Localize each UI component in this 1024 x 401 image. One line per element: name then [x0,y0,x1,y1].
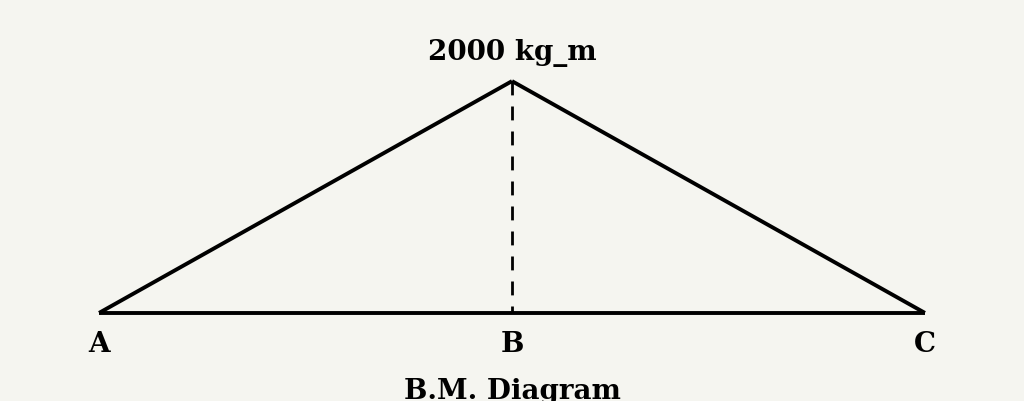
Text: 2000 kg_m: 2000 kg_m [428,39,596,67]
Text: C: C [913,332,936,358]
Text: B: B [501,332,523,358]
Text: A: A [88,332,110,358]
Text: B.M. Diagram: B.M. Diagram [403,378,621,401]
